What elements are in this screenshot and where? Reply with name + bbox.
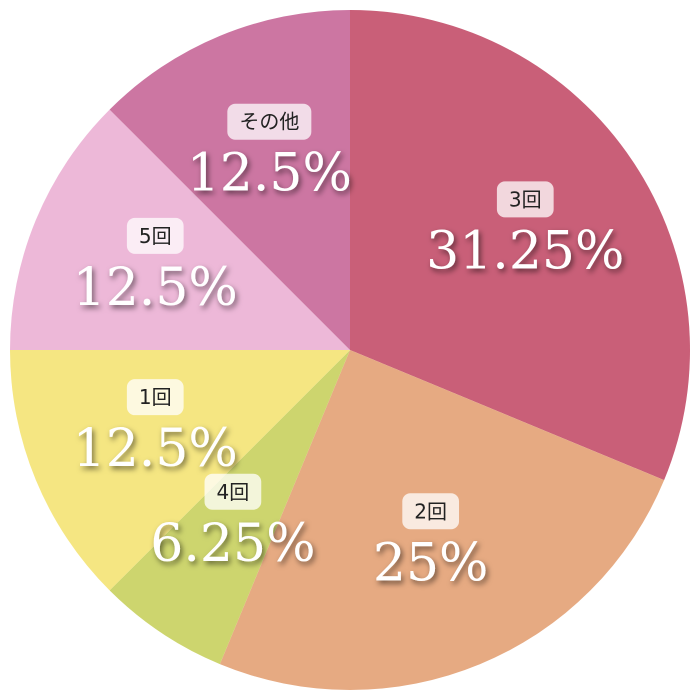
category-label-box <box>126 379 184 416</box>
value-label: 12.5% <box>73 419 238 479</box>
category-label-box <box>496 181 554 218</box>
value-label: 12.5% <box>73 258 238 318</box>
value-label: 25% <box>373 533 489 593</box>
pie-slice <box>350 10 690 481</box>
slice-label: 3回 31.25% <box>426 181 624 281</box>
slice-label: 1回 12.5% <box>73 379 238 479</box>
category-label: 1回 <box>139 385 172 409</box>
slice-label: 5回 12.5% <box>73 217 238 318</box>
category-label: 2回 <box>414 499 447 523</box>
value-label: 31.25% <box>426 221 624 281</box>
category-label: 5回 <box>139 224 172 248</box>
category-label: 3回 <box>509 187 542 211</box>
category-label: その他 <box>239 110 299 134</box>
slice-label: 4回 6.25% <box>150 473 315 574</box>
category-label: 4回 <box>217 480 250 504</box>
category-label-box <box>227 103 312 140</box>
slice-label: その他 12.5% <box>187 103 352 204</box>
value-label: 6.25% <box>150 514 315 574</box>
pie-slice <box>10 350 350 591</box>
category-label-box <box>126 217 184 254</box>
pie-slice <box>109 10 350 350</box>
value-label: 12.5% <box>187 144 352 204</box>
category-label-box <box>402 493 460 530</box>
category-label-box <box>204 473 262 510</box>
